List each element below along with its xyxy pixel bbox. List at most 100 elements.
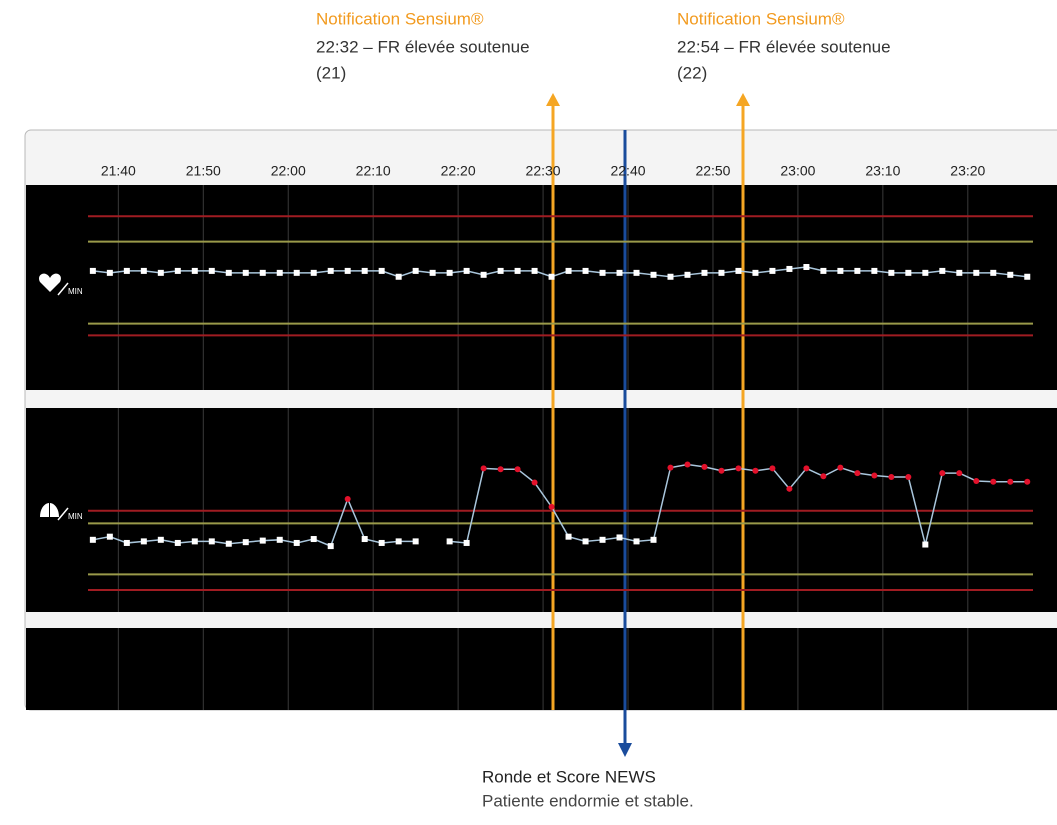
data-point <box>752 270 758 276</box>
data-point <box>684 272 690 278</box>
data-point <box>311 270 317 276</box>
data-point <box>718 468 724 474</box>
data-point <box>769 268 775 274</box>
data-point <box>973 270 979 276</box>
data-point <box>124 268 130 274</box>
data-point <box>515 268 521 274</box>
data-point <box>922 270 928 276</box>
data-point <box>735 465 741 471</box>
x-tick-label: 22:20 <box>441 163 476 179</box>
data-point <box>871 472 877 478</box>
data-point <box>651 537 657 543</box>
data-point <box>566 268 572 274</box>
data-point <box>311 536 317 542</box>
data-point <box>956 270 962 276</box>
data-point <box>447 270 453 276</box>
data-point <box>447 538 453 544</box>
data-point <box>243 539 249 545</box>
data-point <box>922 542 928 548</box>
data-point <box>769 465 775 471</box>
data-point <box>430 270 436 276</box>
data-point <box>854 470 860 476</box>
data-point <box>90 268 96 274</box>
data-point <box>803 465 809 471</box>
arrow-head <box>546 93 560 106</box>
data-point <box>956 470 962 476</box>
data-point <box>532 480 538 486</box>
data-point <box>90 537 96 543</box>
data-point <box>413 268 419 274</box>
data-point <box>362 268 368 274</box>
x-tick-label: 21:40 <box>101 163 136 179</box>
x-tick-label: 23:10 <box>865 163 900 179</box>
data-point <box>617 270 623 276</box>
footer-title: Ronde et Score NEWS <box>482 767 656 786</box>
data-point <box>464 540 470 546</box>
data-point <box>226 270 232 276</box>
data-point <box>158 270 164 276</box>
data-point <box>532 268 538 274</box>
x-tick-label: 22:30 <box>526 163 561 179</box>
data-point <box>107 534 113 540</box>
empty-panel <box>26 628 1057 710</box>
data-point <box>362 536 368 542</box>
data-point <box>498 268 504 274</box>
data-point <box>1007 272 1013 278</box>
data-point <box>634 538 640 544</box>
data-point <box>888 270 894 276</box>
x-tick-label: 22:10 <box>356 163 391 179</box>
data-point <box>124 540 130 546</box>
data-point <box>413 538 419 544</box>
data-point <box>226 541 232 547</box>
annotation-title: Notification Sensium® <box>677 9 845 28</box>
data-point <box>905 474 911 480</box>
data-point <box>192 538 198 544</box>
annotation-text: 22:54 – FR élevée soutenue <box>677 37 891 56</box>
data-point <box>328 268 334 274</box>
data-point <box>990 479 996 485</box>
page: MIN MIN Ronde et Score NEWS Patiente end… <box>0 0 1057 825</box>
data-point <box>345 268 351 274</box>
data-point <box>905 270 911 276</box>
x-tick-label: 22:00 <box>271 163 306 179</box>
data-point <box>1024 274 1030 280</box>
data-point <box>141 538 147 544</box>
data-point <box>498 466 504 472</box>
data-point <box>141 268 147 274</box>
data-point <box>667 274 673 280</box>
data-point <box>549 274 555 280</box>
data-point <box>379 540 385 546</box>
data-point <box>260 270 266 276</box>
data-point <box>701 464 707 470</box>
annotation-text: (22) <box>677 63 707 82</box>
data-point <box>328 543 334 549</box>
data-point <box>481 272 487 278</box>
data-point <box>396 538 402 544</box>
data-point <box>600 270 606 276</box>
footer-text: Patiente endormie et stable. <box>482 791 694 810</box>
data-point <box>260 538 266 544</box>
unit-label: MIN <box>68 287 83 296</box>
data-point <box>1007 479 1013 485</box>
data-point <box>209 538 215 544</box>
data-point <box>786 266 792 272</box>
data-point <box>345 496 351 502</box>
data-point <box>600 537 606 543</box>
data-point <box>617 534 623 540</box>
data-point <box>718 270 724 276</box>
unit-label: MIN <box>68 512 83 521</box>
data-point <box>549 504 555 510</box>
x-tick-label: 22:40 <box>610 163 645 179</box>
data-point <box>837 465 843 471</box>
arrow-head <box>618 743 632 757</box>
annotation-title: Notification Sensium® <box>316 9 484 28</box>
data-point <box>192 268 198 274</box>
data-point <box>684 461 690 467</box>
data-point <box>1024 479 1030 485</box>
data-point <box>107 270 113 276</box>
data-point <box>837 268 843 274</box>
data-point <box>667 465 673 471</box>
x-tick-label: 21:50 <box>186 163 221 179</box>
data-point <box>939 470 945 476</box>
data-point <box>651 272 657 278</box>
